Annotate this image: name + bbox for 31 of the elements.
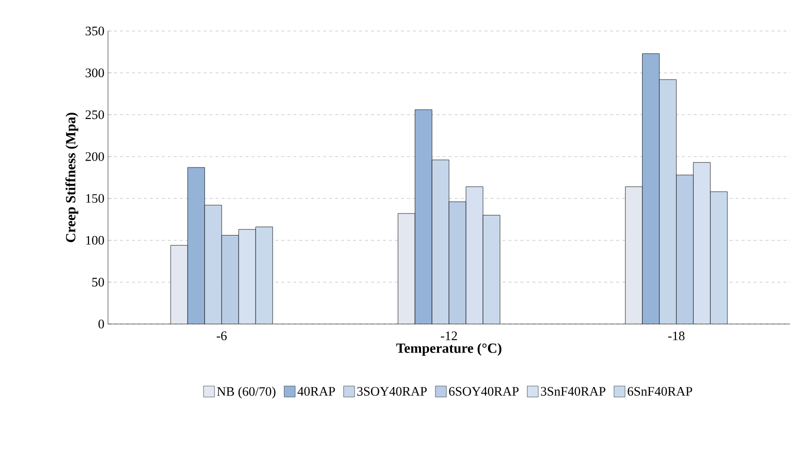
legend-label: 3SnF40RAP — [540, 386, 606, 396]
bar — [415, 110, 432, 324]
bar — [659, 79, 677, 324]
bar — [625, 186, 643, 324]
y-tick-label: 100 — [86, 236, 104, 245]
legend-label: 6SOY40RAP — [449, 386, 519, 396]
y-axis-title: Creep Stiffness (Mpa) — [65, 112, 78, 242]
bar — [676, 174, 694, 324]
x-tick-label: -12 — [440, 332, 457, 340]
y-tick-label: 150 — [86, 194, 104, 203]
y-tick-label: 0 — [98, 320, 104, 328]
bar — [449, 202, 466, 324]
x-tick-label: -6 — [216, 332, 227, 340]
bar — [170, 245, 188, 324]
legend-label: 40RAP — [298, 386, 335, 396]
x-tick-label: -18 — [668, 332, 684, 340]
bar — [204, 205, 222, 324]
y-tick-label: 350 — [86, 26, 104, 36]
y-tick-label: 300 — [86, 68, 104, 78]
x-axis-title: Temperature (°C) — [396, 343, 502, 356]
legend-label: 6SnF40RAP — [628, 386, 692, 396]
y-tick-label: 200 — [86, 152, 104, 161]
legend-label: NB (60/70) — [217, 386, 276, 399]
bar — [188, 167, 205, 324]
legend-label: 3SOY40RAP — [357, 386, 427, 396]
bar — [222, 235, 239, 324]
y-tick-label: 50 — [92, 278, 104, 287]
y-tick-label: 250 — [86, 110, 104, 120]
bar — [432, 160, 450, 324]
bar — [398, 213, 416, 324]
bar — [642, 53, 660, 324]
